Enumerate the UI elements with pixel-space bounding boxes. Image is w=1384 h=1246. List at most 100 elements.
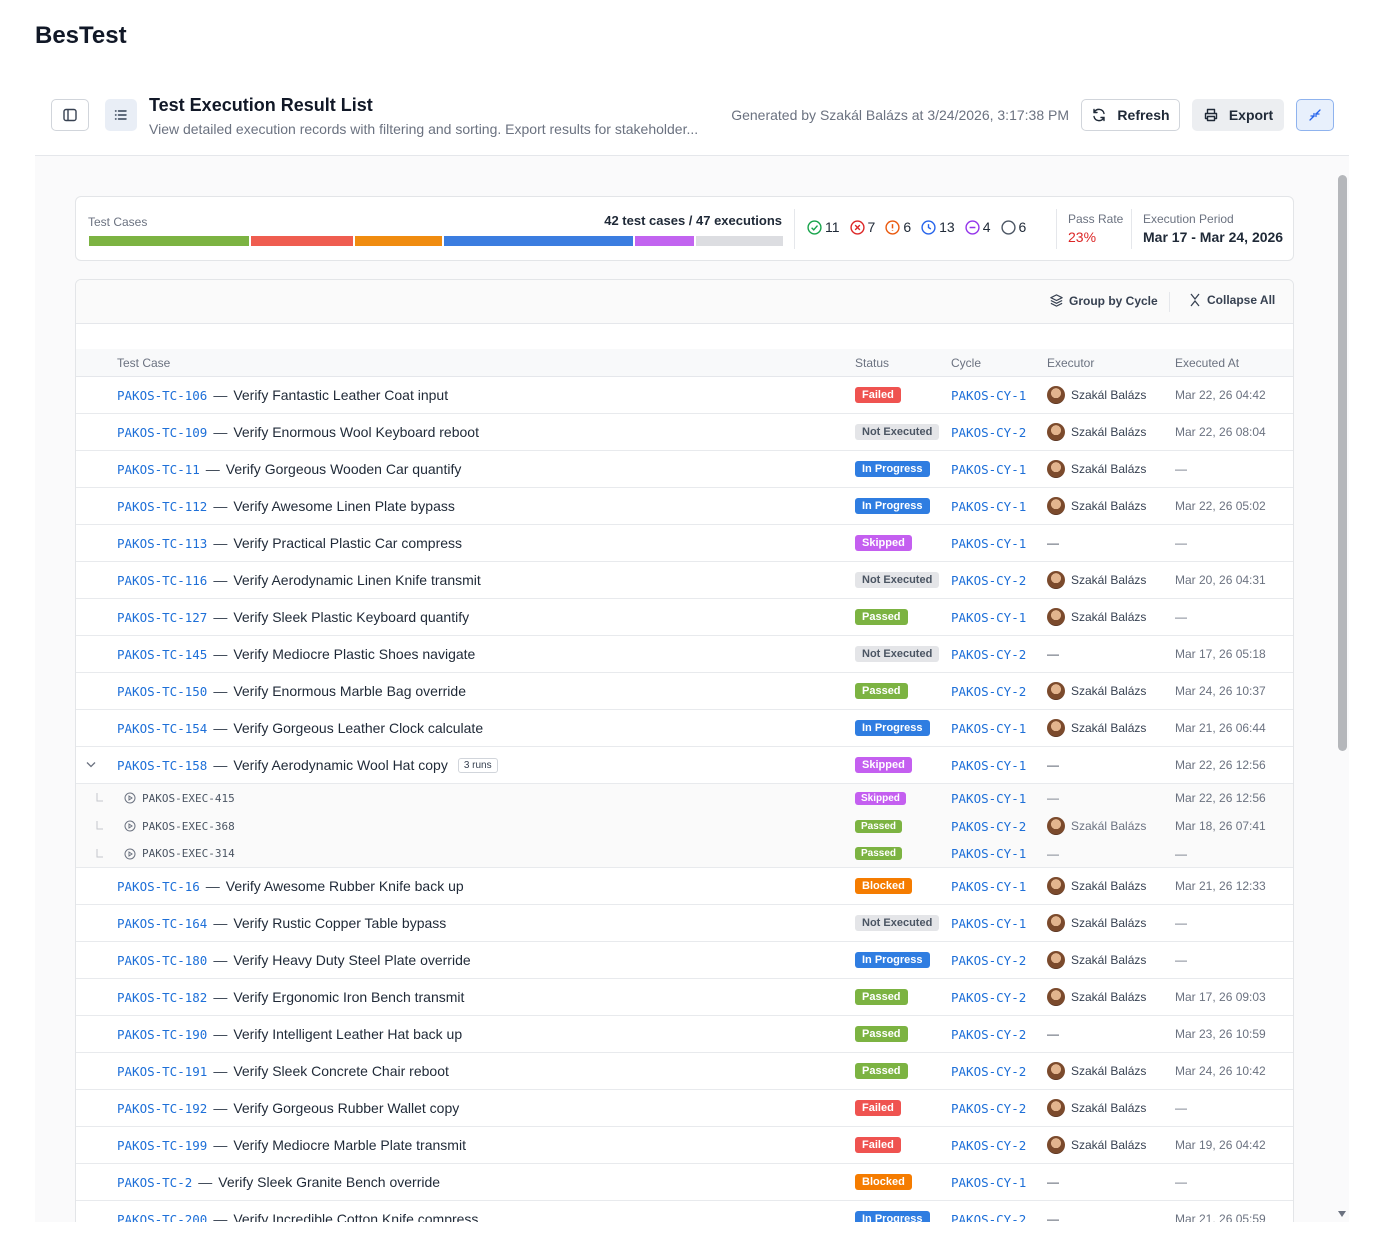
cycle-cell: PAKOS-CY-1	[951, 868, 1026, 904]
cycle-link[interactable]: PAKOS-CY-2	[951, 1063, 1027, 1079]
cycle-link[interactable]: PAKOS-CY-1	[951, 498, 1027, 514]
cycle-cell: PAKOS-CY-1	[951, 599, 1026, 635]
cycle-link[interactable]: PAKOS-CY-2	[951, 424, 1027, 440]
test-case-id[interactable]: PAKOS-TC-11	[117, 461, 200, 477]
status-cell: Passed	[855, 812, 903, 840]
cycle-link[interactable]: PAKOS-CY-1	[951, 878, 1027, 894]
export-button[interactable]: Export	[1192, 99, 1284, 131]
test-case-id[interactable]: PAKOS-TC-127	[117, 609, 208, 625]
count-value: 4	[982, 219, 991, 235]
cycle-link[interactable]: PAKOS-CY-2	[951, 818, 1027, 834]
cycle-link[interactable]: PAKOS-CY-1	[951, 461, 1027, 477]
test-case-id[interactable]: PAKOS-TC-150	[117, 683, 208, 699]
cycle-link[interactable]: PAKOS-CY-1	[951, 387, 1027, 403]
cycle-link[interactable]: PAKOS-CY-1	[951, 915, 1027, 931]
status-cell: In Progress	[855, 1201, 930, 1222]
cycle-link[interactable]: PAKOS-CY-1	[951, 757, 1027, 773]
result-row: PAKOS-TC-158 — Verify Aerodynamic Wool Hat…	[76, 747, 1293, 784]
status-cell: In Progress	[855, 488, 930, 524]
test-case-id[interactable]: PAKOS-TC-116	[117, 572, 208, 588]
executor-name: Szakál Balázs	[1071, 499, 1147, 513]
test-case-id[interactable]: PAKOS-TC-158	[117, 757, 208, 773]
executed-at-cell: —	[1175, 1164, 1187, 1200]
cycle-link[interactable]: PAKOS-CY-2	[951, 683, 1027, 699]
expand-chevron[interactable]	[86, 747, 96, 783]
cycle-link[interactable]: PAKOS-CY-2	[951, 1100, 1027, 1116]
test-case-id[interactable]: PAKOS-TC-113	[117, 535, 208, 551]
column-header: Executed At	[1175, 356, 1240, 370]
cycle-link[interactable]: PAKOS-CY-2	[951, 989, 1027, 1005]
test-case-id[interactable]: PAKOS-TC-200	[117, 1211, 208, 1223]
separator: —	[213, 989, 228, 1005]
progress-segment	[89, 236, 250, 246]
collapse-all[interactable]: Collapse All	[1189, 293, 1275, 307]
test-case-id[interactable]: PAKOS-TC-154	[117, 720, 208, 736]
collapse-view-button[interactable]	[1296, 99, 1334, 131]
test-case-id[interactable]: PAKOS-TC-191	[117, 1063, 208, 1079]
test-case-id[interactable]: PAKOS-TC-164	[117, 915, 208, 931]
cycle-link[interactable]: PAKOS-CY-2	[951, 1026, 1027, 1042]
executor-name: Szakál Balázs	[1071, 916, 1147, 930]
avatar	[1047, 1136, 1065, 1154]
test-case-cell: PAKOS-TC-2 — Verify Sleek Granite Bench ov…	[117, 1164, 440, 1200]
test-case-id[interactable]: PAKOS-TC-16	[117, 878, 200, 894]
table-toolbar: Group by Cycle Collapse All	[76, 280, 1293, 324]
cycle-link[interactable]: PAKOS-CY-1	[951, 846, 1027, 861]
executor-name: —	[1047, 1027, 1059, 1041]
scroll-down-arrow[interactable]	[1337, 1210, 1347, 1218]
test-case-id[interactable]: PAKOS-TC-145	[117, 646, 208, 662]
column-header: Cycle	[951, 356, 982, 370]
pass-rate: 23%	[1068, 229, 1097, 245]
cycle-link[interactable]: PAKOS-CY-1	[951, 609, 1027, 625]
cycle-link[interactable]: PAKOS-CY-2	[951, 1211, 1027, 1223]
avatar	[1047, 497, 1065, 515]
test-case-title: Verify Sleek Concrete Chair reboot	[233, 1063, 449, 1079]
test-case-title: Verify Incredible Cotton Knife compress	[233, 1211, 479, 1222]
executor-cell: Szakál Balázs	[1047, 942, 1146, 978]
scrollbar-thumb[interactable]	[1338, 175, 1347, 751]
cycle-cell: PAKOS-CY-1	[951, 784, 1026, 812]
cycle-link[interactable]: PAKOS-CY-1	[951, 1174, 1027, 1190]
period: Mar 17 - Mar 24, 2026	[1143, 229, 1284, 245]
cycle-cell: PAKOS-CY-2	[951, 1053, 1026, 1089]
cycle-link[interactable]: PAKOS-CY-1	[951, 790, 1027, 806]
test-case-id[interactable]: PAKOS-TC-106	[117, 387, 208, 403]
test-case-id[interactable]: PAKOS-TC-2	[117, 1174, 193, 1190]
summary-totals: 42 test cases / 47 executions	[604, 213, 782, 228]
cycle-cell: PAKOS-CY-2	[951, 1127, 1026, 1163]
test-case-id[interactable]: PAKOS-TC-112	[117, 498, 208, 514]
cycle-link[interactable]: PAKOS-CY-2	[951, 646, 1027, 662]
spacer	[76, 324, 1293, 349]
avatar	[1047, 719, 1065, 737]
test-case-title: Verify Practical Plastic Car compress	[233, 535, 463, 551]
result-row: PAKOS-TC-109 — Verify Enormous Wool Keyboa…	[76, 414, 1293, 451]
executor-name: Szakál Balázs	[1071, 953, 1147, 967]
test-case-cell: PAKOS-TC-190 — Verify Intelligent Leather …	[117, 1016, 462, 1052]
cycle-link[interactable]: PAKOS-CY-2	[951, 1137, 1027, 1153]
test-case-id[interactable]: PAKOS-TC-190	[117, 1026, 208, 1042]
test-case-id[interactable]: PAKOS-TC-182	[117, 989, 208, 1005]
test-case-id[interactable]: PAKOS-TC-192	[117, 1100, 208, 1116]
group-by-cycle[interactable]: Group by Cycle	[1049, 293, 1158, 308]
executor-cell: Szakál Balázs	[1047, 562, 1146, 598]
executed-at-cell: Mar 22, 26 04:42	[1175, 377, 1266, 413]
executed-at-cell: —	[1175, 599, 1187, 635]
status-cell: Failed	[855, 377, 901, 413]
run-id[interactable]: PAKOS-EXEC-415	[142, 791, 235, 805]
executor-cell: —	[1047, 636, 1059, 672]
result-row: PAKOS-TC-11 — Verify Gorgeous Wooden Car q…	[76, 451, 1293, 488]
cycle-link[interactable]: PAKOS-CY-1	[951, 720, 1027, 736]
cycle-link[interactable]: PAKOS-CY-2	[951, 572, 1027, 588]
run-id[interactable]: PAKOS-EXEC-314	[142, 847, 235, 860]
refresh-button[interactable]: Refresh	[1081, 99, 1180, 131]
run-id[interactable]: PAKOS-EXEC-368	[142, 819, 235, 833]
test-case-id[interactable]: PAKOS-TC-109	[117, 424, 208, 440]
cycle-link[interactable]: PAKOS-CY-2	[951, 952, 1027, 968]
sidebar-toggle[interactable]	[51, 99, 89, 131]
test-case-id[interactable]: PAKOS-TC-199	[117, 1137, 208, 1153]
executed-at-cell: —	[1175, 840, 1187, 867]
cycle-link[interactable]: PAKOS-CY-1	[951, 535, 1027, 551]
layers-icon	[1050, 294, 1063, 307]
status-cell: Not Executed	[855, 905, 940, 941]
test-case-id[interactable]: PAKOS-TC-180	[117, 952, 208, 968]
